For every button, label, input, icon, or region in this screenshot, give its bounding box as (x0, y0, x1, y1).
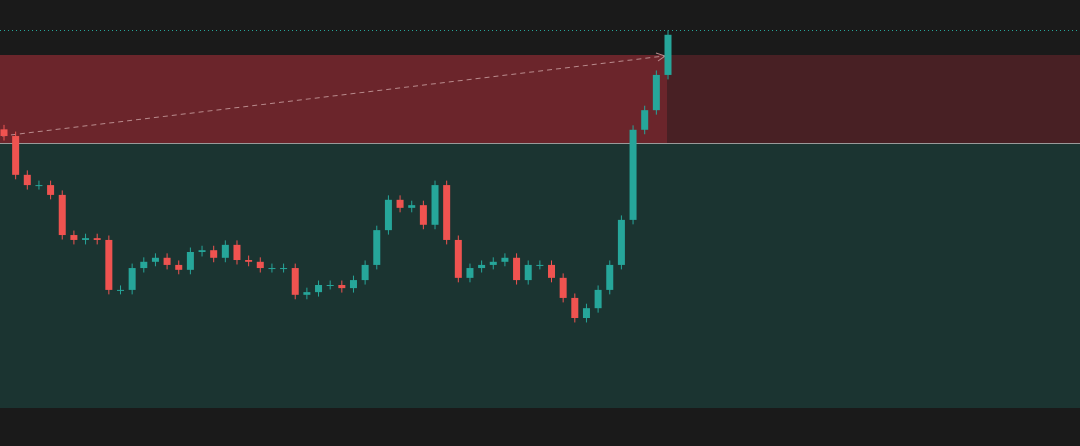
candle-body (617, 219, 625, 265)
candle-body (571, 297, 579, 318)
candle-body (47, 185, 55, 195)
candle-body (559, 277, 567, 298)
candle-body (280, 268, 288, 270)
candle-body (338, 284, 346, 289)
candle-body (116, 289, 124, 291)
candle-body (245, 260, 253, 262)
candle-body (268, 268, 276, 270)
candle-body (175, 264, 183, 270)
candle-body (82, 238, 90, 240)
candle-body (70, 235, 78, 240)
candle-body (198, 250, 206, 252)
candle-body (501, 257, 509, 262)
candle-body (373, 230, 381, 265)
candle-body (431, 185, 439, 225)
candle-body (58, 194, 66, 236)
stop-zone (0, 55, 667, 143)
candle-body (186, 251, 194, 270)
candle-body (466, 268, 474, 278)
candle-body (315, 284, 323, 293)
target-zone (0, 143, 1080, 408)
candle-body (105, 239, 113, 290)
candle-body (291, 268, 299, 295)
candle-body (582, 308, 590, 318)
candle-body (210, 250, 218, 258)
candle-body (478, 264, 486, 269)
stop-zone-projection (667, 55, 1080, 143)
candle-body (128, 268, 136, 290)
candle-body (536, 264, 544, 266)
candle-body (140, 261, 148, 269)
candle-body (408, 205, 416, 208)
candle-body (163, 257, 171, 265)
candle-body (489, 261, 497, 265)
candle-body (419, 205, 427, 225)
candle-body (454, 239, 462, 278)
candle-body (303, 292, 311, 295)
candle-body (606, 264, 614, 290)
candle-body (0, 129, 8, 137)
candle-body (524, 264, 532, 281)
candle-body (221, 244, 229, 258)
candle-body (93, 238, 101, 240)
candle-body (513, 257, 521, 281)
candle-body (629, 129, 637, 220)
candle-body (326, 284, 334, 286)
candle-body (664, 34, 672, 75)
candle-body (594, 289, 602, 309)
candle-body (151, 257, 159, 262)
candle-body (396, 199, 404, 208)
candle-body (256, 261, 264, 269)
candle-body (361, 264, 369, 281)
candle-body (652, 74, 660, 111)
candle-body (23, 174, 31, 186)
candle-body (349, 280, 357, 289)
candle-body (12, 136, 20, 175)
candle-body (548, 264, 556, 278)
trend-arrow (1, 55, 665, 137)
candle-body (233, 244, 241, 261)
candle-body (384, 199, 392, 231)
candle-body (35, 185, 43, 187)
candle-body (641, 110, 649, 130)
candle-body (443, 185, 451, 240)
